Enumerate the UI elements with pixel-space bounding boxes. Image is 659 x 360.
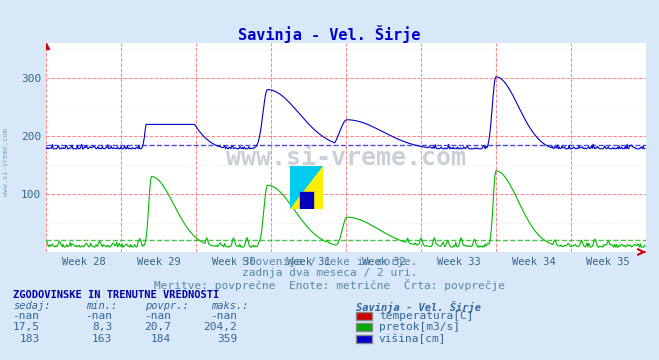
Text: pretok[m3/s]: pretok[m3/s] — [379, 322, 460, 332]
Text: 8,3: 8,3 — [92, 322, 112, 332]
Polygon shape — [290, 166, 323, 209]
Text: -nan: -nan — [85, 311, 112, 321]
Text: 183: 183 — [19, 334, 40, 344]
Text: 20,7: 20,7 — [144, 322, 171, 332]
Text: Savinja - Vel. Širje: Savinja - Vel. Širje — [239, 25, 420, 43]
Text: 163: 163 — [92, 334, 112, 344]
Text: -nan: -nan — [13, 311, 40, 321]
Text: 359: 359 — [217, 334, 237, 344]
Text: Slovenija / reke in morje.: Slovenija / reke in morje. — [242, 257, 417, 267]
Text: min.:: min.: — [86, 301, 117, 311]
Text: povpr.:: povpr.: — [145, 301, 188, 311]
Text: 17,5: 17,5 — [13, 322, 40, 332]
Text: 204,2: 204,2 — [204, 322, 237, 332]
Text: Meritve: povprečne  Enote: metrične  Črta: povprečje: Meritve: povprečne Enote: metrične Črta:… — [154, 279, 505, 291]
Text: višina[cm]: višina[cm] — [379, 334, 446, 345]
Text: www.si-vreme.com: www.si-vreme.com — [3, 128, 9, 196]
Polygon shape — [300, 192, 313, 209]
Text: -nan: -nan — [144, 311, 171, 321]
Text: sedaj:: sedaj: — [13, 301, 51, 311]
Text: 184: 184 — [151, 334, 171, 344]
Text: maks.:: maks.: — [211, 301, 248, 311]
Text: -nan: -nan — [210, 311, 237, 321]
Text: temperatura[C]: temperatura[C] — [379, 311, 473, 321]
Text: Savinja - Vel. Širje: Savinja - Vel. Širje — [356, 301, 481, 312]
Text: www.si-vreme.com: www.si-vreme.com — [226, 146, 466, 170]
Polygon shape — [290, 166, 323, 209]
Text: ZGODOVINSKE IN TRENUTNE VREDNOSTI: ZGODOVINSKE IN TRENUTNE VREDNOSTI — [13, 290, 219, 300]
Text: zadnja dva meseca / 2 uri.: zadnja dva meseca / 2 uri. — [242, 268, 417, 278]
